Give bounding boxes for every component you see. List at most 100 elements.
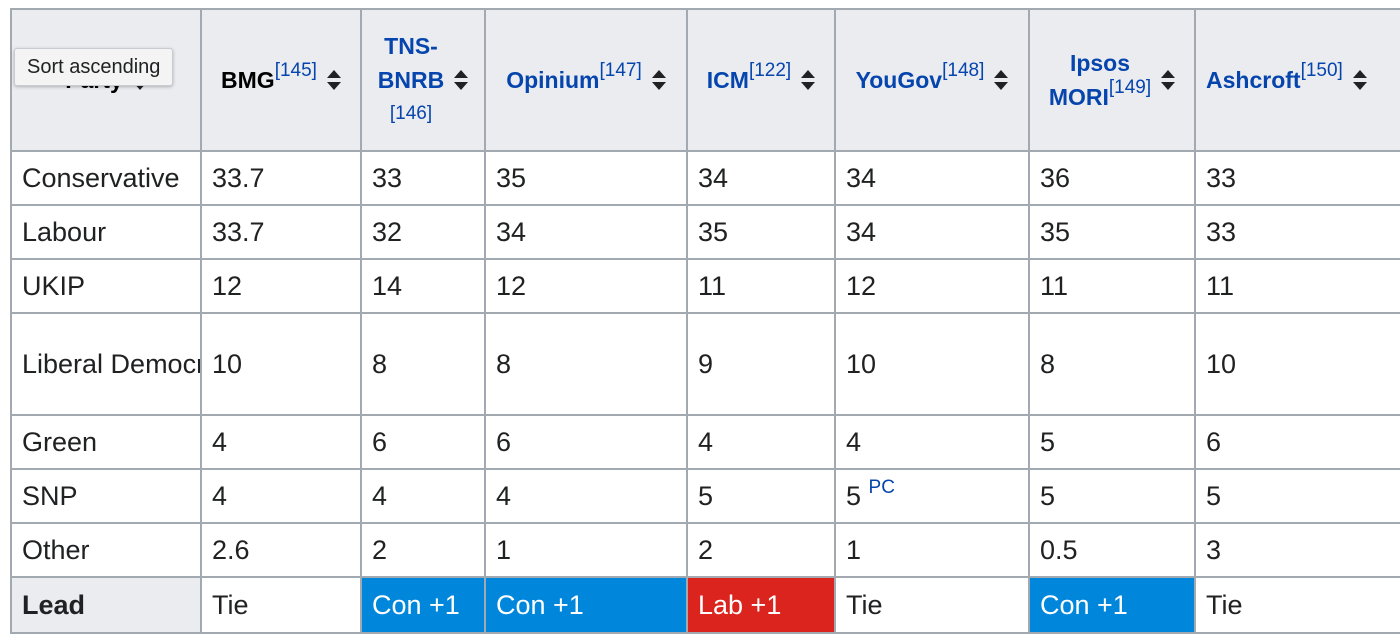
value-cell: 34: [834, 204, 1030, 260]
party-cell: Liberal Democrats: [10, 312, 202, 416]
table-row: Green 4 6 6 4 4 5 6: [10, 414, 1400, 470]
pollster-link[interactable]: MORI: [1048, 84, 1109, 110]
value-cell: 34: [686, 150, 836, 206]
pollster-link[interactable]: BNRB: [377, 67, 445, 93]
column-header-icm[interactable]: ICM[122]: [686, 8, 836, 152]
citation-ref[interactable]: [145]: [274, 60, 317, 81]
pollster-name: BMG: [221, 67, 275, 93]
column-header-ipsos-mori[interactable]: Ipsos MORI[149]: [1028, 8, 1196, 152]
table-row: Other 2.6 2 1 2 1 0.5 3: [10, 522, 1400, 578]
value-cell: 4: [360, 468, 486, 524]
value-cell: 1: [484, 522, 688, 578]
sort-tooltip: Sort ascending: [14, 48, 174, 86]
value-cell: 34: [484, 204, 688, 260]
value-cell: 6: [360, 414, 486, 470]
value-cell: 5: [1194, 468, 1400, 524]
value-cell: 11: [1194, 258, 1400, 314]
citation-ref[interactable]: [146]: [389, 103, 433, 124]
column-header-yougov[interactable]: YouGov[148]: [834, 8, 1030, 152]
value-cell: 4: [484, 468, 688, 524]
value-cell: 9: [686, 312, 836, 416]
sort-icon[interactable]: [326, 69, 341, 91]
value-cell: 12: [834, 258, 1030, 314]
value-cell: 5: [1028, 414, 1196, 470]
value-cell: 12: [484, 258, 688, 314]
party-cell: UKIP: [10, 258, 202, 314]
value-cell: 6: [484, 414, 688, 470]
column-header-opinium[interactable]: Opinium[147]: [484, 8, 688, 152]
value-cell: 4: [200, 468, 362, 524]
column-header-tns-bnrb[interactable]: TNS- BNRB [146]: [360, 8, 486, 152]
table-row: Conservative 33.7 33 35 34 34 36 33: [10, 150, 1400, 206]
pollster-link[interactable]: Ipsos: [1069, 50, 1131, 76]
sort-icon[interactable]: [1352, 69, 1367, 91]
party-cell: Green: [10, 414, 202, 470]
value-cell: 35: [686, 204, 836, 260]
table-row: SNP 4 4 4 5 5 PC 5 5: [10, 468, 1400, 524]
value-cell: 12: [200, 258, 362, 314]
column-header-bmg[interactable]: BMG[145]: [200, 8, 362, 152]
lead-cell: Tie: [200, 576, 362, 634]
sort-icon[interactable]: [1161, 69, 1176, 91]
value-cell: 10: [834, 312, 1030, 416]
sort-icon[interactable]: [801, 69, 816, 91]
party-cell: Labour: [10, 204, 202, 260]
sort-icon[interactable]: [454, 69, 469, 91]
value-cell: 4: [686, 414, 836, 470]
value-cell: 33: [1194, 204, 1400, 260]
table-row: Labour 33.7 32 34 35 34 35 33: [10, 204, 1400, 260]
party-cell: Other: [10, 522, 202, 578]
header-row: Party BMG[145] TNS-: [10, 8, 1400, 152]
value-cell: 33.7: [200, 204, 362, 260]
value-cell: 5: [1028, 468, 1196, 524]
pollster-link[interactable]: YouGov: [855, 67, 943, 93]
lead-cell: Tie: [834, 576, 1030, 634]
lead-cell-conservative: Con +1: [1028, 576, 1196, 634]
value-cell: 0.5: [1028, 522, 1196, 578]
lead-cell-conservative: Con +1: [484, 576, 688, 634]
lead-cell-conservative: Con +1: [360, 576, 486, 634]
value-cell: 2: [686, 522, 836, 578]
footnote-link[interactable]: PC: [868, 477, 895, 498]
value-cell: 4: [200, 414, 362, 470]
value-cell: 14: [360, 258, 486, 314]
sort-icon[interactable]: [994, 69, 1009, 91]
pollster-link[interactable]: ICM: [706, 67, 749, 93]
column-header-ashcroft[interactable]: Ashcroft[150]: [1194, 8, 1400, 152]
value-cell: 35: [484, 150, 688, 206]
pollster-link[interactable]: TNS-: [384, 33, 438, 59]
citation-ref[interactable]: [148]: [942, 60, 985, 81]
value-cell: 10: [1194, 312, 1400, 416]
value-cell: 11: [1028, 258, 1196, 314]
value-cell: 10: [200, 312, 362, 416]
citation-ref[interactable]: [147]: [599, 60, 642, 81]
value-cell: 3: [1194, 522, 1400, 578]
value-cell: 6: [1194, 414, 1400, 470]
value-cell: 33: [360, 150, 486, 206]
value-cell: 36: [1028, 150, 1196, 206]
pollster-link[interactable]: Opinium: [506, 67, 600, 93]
lead-label: Lead: [10, 576, 202, 634]
value-cell: 33: [1194, 150, 1400, 206]
value-cell: 32: [360, 204, 486, 260]
sort-icon[interactable]: [651, 69, 666, 91]
citation-ref[interactable]: [122]: [748, 60, 792, 81]
value-cell: 5 PC: [834, 468, 1030, 524]
party-cell: SNP: [10, 468, 202, 524]
lead-row: Lead Tie Con +1 Con +1 Lab +1 Tie Con +1…: [10, 576, 1400, 634]
value-cell: 2: [360, 522, 486, 578]
value-cell: 8: [484, 312, 688, 416]
citation-ref[interactable]: [149]: [1108, 77, 1152, 98]
value-cell: 8: [1028, 312, 1196, 416]
value-cell: 35: [1028, 204, 1196, 260]
value-cell: 2.6: [200, 522, 362, 578]
value-cell: 5: [686, 468, 836, 524]
lead-cell-labour: Lab +1: [686, 576, 836, 634]
opinion-poll-table: Party BMG[145] TNS-: [10, 8, 1400, 634]
value-cell: 8: [360, 312, 486, 416]
pollster-link[interactable]: Ashcroft: [1206, 67, 1301, 93]
table-row: Liberal Democrats 10 8 8 9 10 8 10: [10, 312, 1400, 416]
citation-ref[interactable]: [150]: [1300, 60, 1343, 81]
value-cell: 11: [686, 258, 836, 314]
